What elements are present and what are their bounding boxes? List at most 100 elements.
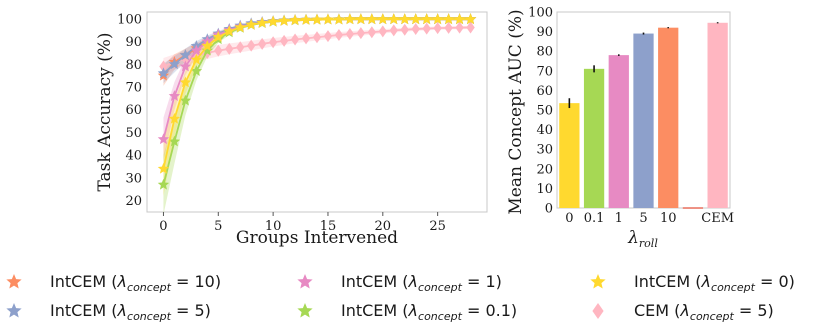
point-intcem0-6 [223,25,235,37]
point-intcem0-24 [420,13,433,25]
point-cem5-26 [444,21,453,34]
line-x-ticks: 0 5 10 15 20 25 [159,212,446,234]
legend-marker-cem5 [592,303,604,319]
legend-label-intcem01: IntCEM (λconcept = 0.1) [341,301,517,323]
line-ytick-label-8: 100 [117,12,142,27]
point-intcem0-0 [157,162,170,174]
point-intcem0-15 [322,13,334,25]
point-intcem0-16 [333,13,345,25]
line-ytick-label-3: 50 [125,126,142,141]
line-xtick-label-3: 15 [320,219,337,234]
point-intcem01-3 [190,65,203,76]
bar-ytick-label-2: 20 [536,162,553,177]
point-intcem1-3 [190,44,203,56]
point-cem5-10 [268,36,278,49]
line-ytick-label-0: 20 [125,194,142,209]
point-intcem5-1 [168,58,181,70]
point-cem5-27 [455,21,464,34]
point-cem5-17 [345,28,355,41]
point-cem5-7 [236,41,245,54]
point-cem5-28 [466,21,475,34]
bar-ytick-label-0: 0 [545,202,553,217]
legend-item-intcem1: IntCEM (λconcept = 1) [297,272,502,294]
point-cem5-5 [214,44,223,57]
bar-3 [633,33,654,209]
bar-xtick-label-6: CEM [701,211,734,226]
point-intcem5-0 [157,67,170,79]
bar-5 [682,207,704,209]
point-cem5-20 [378,25,388,38]
line-xtick-label-2: 10 [265,219,282,234]
line-plot-frame [146,11,488,213]
bar-xtick-label-2: 1 [615,211,623,226]
point-cem5-15 [323,30,333,43]
task-accuracy-panel: 0 5 10 15 20 25 20 30 40 50 60 70 80 90 100 Groups In… [95,11,488,248]
bar-ytick-label-8: 80 [536,45,553,60]
point-intcem0-27 [453,13,466,25]
legend-marker-intcem1 [297,274,313,289]
line-ytick-label-5: 70 [125,81,142,96]
line-xtick-label-4: 20 [375,219,392,234]
concept-auc-panel: 0 0.1 1 5 10 CEM 0 10 20 30 40 50 60 70 80 90 100 Mean … [506,6,734,251]
line-y-ticks: 20 30 40 50 60 70 80 90 100 [117,12,142,209]
point-intcem0-5 [212,31,224,42]
bar-0 [559,103,580,208]
legend: IntCEM (λconcept = 10) IntCEM (λconcept =… [6,272,795,323]
bar-2 [608,55,629,209]
point-cem5-24 [422,22,431,35]
legend-marker-intcem01 [297,303,313,318]
point-intcem0-9 [256,16,268,28]
point-cem5-13 [301,32,311,45]
point-cem5-14 [312,31,322,44]
point-cem5-21 [389,24,398,37]
line-ytick-label-4: 60 [125,103,142,118]
bar-ytick-label-5: 50 [536,104,553,119]
legend-item-intcem0: IntCEM (λconcept = 0) [590,272,795,294]
bar-ytick-label-6: 60 [536,84,553,99]
point-intcem0-3 [190,53,203,65]
point-intcem0-18 [355,13,367,25]
bar-ytick-label-10: 100 [528,6,553,21]
point-intcem0-26 [442,13,455,25]
line-y-axis-label: Task Accuracy (%) [95,32,115,191]
line-x-axis-label: Groups Intervened [236,228,398,248]
bar-ytick-label-1: 10 [536,182,553,197]
point-intcem01-4 [201,44,214,56]
point-intcem0-12 [289,14,301,26]
point-intcem0-1 [168,112,181,124]
point-intcem5-2 [179,49,192,61]
point-cem5-23 [411,23,420,36]
bar-marks-group [559,22,728,209]
point-intcem0-28 [464,13,477,25]
point-intcem01-2 [179,94,192,106]
point-intcem0-22 [399,13,411,25]
point-intcem0-10 [267,15,279,27]
bar-1 [583,68,605,208]
point-cem5-22 [400,23,409,36]
point-intcem0-21 [388,13,400,25]
line-xtick-label-5: 25 [429,219,446,234]
bar-x-axis-label: λroll [627,228,658,250]
point-cem5-6 [225,42,234,55]
point-cem5-25 [433,22,442,35]
line-xtick-label-1: 5 [214,219,222,234]
bar-ytick-label-7: 70 [536,64,553,79]
legend-marker-intcem10 [6,274,22,289]
bar-ytick-label-4: 40 [536,123,553,138]
series-intcem0 [157,13,477,174]
point-cem5-18 [356,27,366,40]
point-intcem1-1 [168,90,181,101]
legend-item-intcem01: IntCEM (λconcept = 0.1) [297,301,517,323]
point-cem5-8 [246,39,256,52]
line-ytick-label-1: 30 [125,171,142,186]
bar-xtick-label-4: 10 [660,211,677,226]
point-cem5-19 [367,26,377,39]
legend-marker-intcem0 [590,274,606,289]
point-intcem0-23 [410,13,422,25]
point-intcem0-19 [366,13,378,25]
point-intcem0-7 [234,21,246,33]
point-intcem0-25 [431,13,444,25]
point-intcem0-8 [245,18,257,30]
legend-label-intcem10: IntCEM (λconcept = 10) [50,272,221,294]
